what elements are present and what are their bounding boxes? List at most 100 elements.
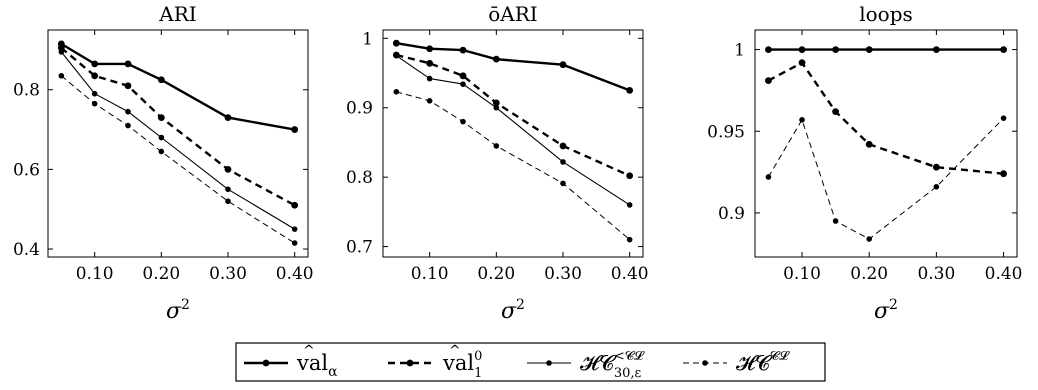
series-line xyxy=(60,51,295,230)
data-point xyxy=(224,114,232,122)
data-point xyxy=(865,140,873,148)
data-point xyxy=(459,72,467,80)
data-point xyxy=(832,46,840,53)
data-point xyxy=(224,165,232,173)
series-3 xyxy=(58,49,298,232)
legend-marker xyxy=(702,360,708,366)
data-point xyxy=(832,218,839,224)
data-point xyxy=(58,49,65,55)
data-point xyxy=(91,60,99,68)
data-point xyxy=(393,52,400,59)
data-point xyxy=(291,126,299,133)
x-tick-label: 0.40 xyxy=(611,264,649,284)
plot-frame xyxy=(47,29,309,258)
y-tick-label: 1 xyxy=(362,29,373,49)
series-line xyxy=(396,53,631,177)
x-tick-label: 0.10 xyxy=(783,264,821,284)
panel-title: ARI xyxy=(158,2,196,26)
data-point xyxy=(933,183,940,190)
x-tick-label: 0.30 xyxy=(209,264,247,284)
x-tick-label: 0.30 xyxy=(544,264,582,284)
series-line xyxy=(767,61,1004,175)
y-tick-label: 0.9 xyxy=(718,204,745,224)
y-tick-label: 0.8 xyxy=(346,168,373,188)
series-2 xyxy=(765,59,1007,178)
series-line xyxy=(396,91,631,240)
series-4 xyxy=(58,72,298,246)
y-tick-label: 0.9 xyxy=(346,99,373,119)
x-tick-label: 0.20 xyxy=(142,264,180,284)
data-point xyxy=(393,88,400,95)
legend-box xyxy=(235,342,826,382)
data-point xyxy=(1000,170,1007,178)
x-tick-label: 0.30 xyxy=(917,264,955,284)
data-point xyxy=(866,236,873,242)
x-axis-label: σ2 xyxy=(501,297,525,324)
data-point xyxy=(459,46,467,54)
data-point xyxy=(626,172,634,180)
series-line xyxy=(767,117,1004,240)
y-tick-label: 0.95 xyxy=(707,122,745,142)
legend-label: ^val0 1 xyxy=(442,343,482,381)
legend-label: 𝓗𝓒<𝓒𝓛 30,ε xyxy=(580,349,645,381)
data-point xyxy=(91,90,98,97)
series-2 xyxy=(57,44,299,209)
data-point xyxy=(124,60,132,68)
data-point xyxy=(91,72,99,80)
panels: ARI 0.10 0.20 0.30 0.40 0.4 0.6 0.8 σ2 ōARI 0.10 0.… xyxy=(13,2,1023,324)
data-point xyxy=(426,59,434,67)
series-line xyxy=(60,42,295,131)
data-point xyxy=(225,198,231,205)
chart-panel-2: ōARI 0.10 0.20 0.30 0.40 0.7 0.8 0.9 1 σ2 xyxy=(346,2,649,324)
panel-title: loops xyxy=(859,2,913,26)
legend-item-3: 𝓗𝓒<𝓒𝓛 30,ε xyxy=(527,349,645,381)
series-2 xyxy=(392,51,634,180)
data-point xyxy=(626,202,633,208)
data-point xyxy=(426,98,433,104)
data-point xyxy=(392,39,400,47)
legend-marker xyxy=(546,360,552,366)
x-axis-label: σ2 xyxy=(166,297,190,324)
data-point xyxy=(291,240,298,246)
plot-frame xyxy=(382,29,644,258)
data-point xyxy=(157,76,165,84)
y-tick-label: 0.6 xyxy=(13,160,40,180)
y-tick-label: 0.8 xyxy=(13,81,40,101)
y-tick-label: 0.7 xyxy=(346,238,373,258)
data-point xyxy=(559,142,567,150)
series-1 xyxy=(57,40,299,133)
series-1 xyxy=(392,39,634,94)
data-point xyxy=(125,108,131,115)
data-point xyxy=(626,86,634,94)
data-point xyxy=(158,148,165,155)
data-point xyxy=(291,226,298,232)
data-point xyxy=(799,117,805,123)
legend: ^valα ^val0 1 𝓗𝓒<𝓒𝓛 30,ε 𝓗𝓒𝓒𝓛 xyxy=(235,342,826,382)
data-point xyxy=(91,100,98,107)
legend-item-2: ^val0 1 xyxy=(388,343,482,381)
series-3 xyxy=(393,52,633,208)
data-point xyxy=(559,61,567,69)
panel-title: ōARI xyxy=(488,2,537,26)
data-point xyxy=(798,59,806,67)
data-point xyxy=(426,45,434,53)
data-point xyxy=(560,159,566,165)
data-point xyxy=(291,201,299,209)
legend-item-1: ^valα xyxy=(244,343,338,380)
data-point xyxy=(493,104,500,111)
plot-frame xyxy=(754,29,1018,258)
series-line xyxy=(396,42,631,92)
series-line xyxy=(395,55,630,206)
series-1 xyxy=(765,46,1007,53)
data-point xyxy=(460,118,466,125)
chart-panel-3: loops 0.10 0.20 0.30 0.40 0.9 0.95 1 σ2 xyxy=(707,2,1022,324)
series-4 xyxy=(765,115,1007,242)
x-tick-label: 0.20 xyxy=(850,264,888,284)
data-point xyxy=(57,44,65,52)
x-tick-label: 0.40 xyxy=(276,264,314,284)
data-point xyxy=(426,75,433,82)
data-point xyxy=(1000,46,1007,53)
data-point xyxy=(765,77,772,85)
chart-panel-1: ARI 0.10 0.20 0.30 0.40 0.4 0.6 0.8 σ2 xyxy=(13,2,314,324)
